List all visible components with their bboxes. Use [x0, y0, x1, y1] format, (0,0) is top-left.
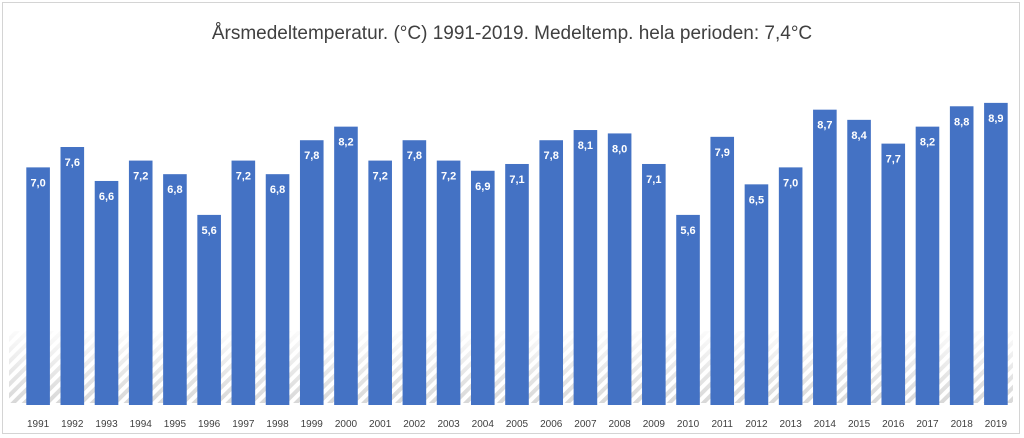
bar-1994: [128, 160, 153, 405]
x-tick-2012: 2012: [745, 419, 768, 430]
x-tick-2004: 2004: [472, 419, 495, 430]
data-label-2005: 7,1: [509, 174, 524, 186]
data-label-2007: 8,1: [578, 140, 593, 152]
data-label-2017: 8,2: [920, 137, 935, 149]
data-label-2019: 8,9: [988, 113, 1003, 125]
data-label-2006: 7,8: [544, 150, 559, 162]
bar-2002: [402, 140, 427, 405]
x-tick-2011: 2011: [711, 419, 733, 430]
x-tick-2010: 2010: [677, 419, 700, 430]
bar-2006: [539, 140, 564, 405]
data-label-2009: 7,1: [646, 174, 661, 186]
data-label-2000: 8,2: [338, 137, 353, 149]
chart: Årsmedeltemperatur. (°C) 1991-2019. Mede…: [9, 23, 1013, 430]
data-label-2015: 8,4: [851, 130, 867, 142]
data-labels: 7,0 7,6 6,6 7,2 6,8 5,6 7,2 6,8 7,8 8,2 7,2 7,8 7,2 6…: [30, 113, 1003, 237]
bar-2015: [847, 119, 871, 405]
bar-2017: [915, 126, 940, 405]
bar-1996: [197, 214, 221, 405]
bar-2003: [436, 160, 461, 405]
x-tick-2007: 2007: [574, 419, 597, 430]
bar-2004: [470, 170, 495, 405]
bar-2012: [744, 184, 769, 405]
x-tick-2002: 2002: [403, 419, 426, 430]
data-label-2003: 7,2: [441, 171, 456, 183]
data-label-1995: 6,8: [167, 184, 182, 196]
x-tick-1999: 1999: [301, 419, 324, 430]
bar-1992: [60, 147, 85, 405]
data-label-2001: 7,2: [373, 171, 388, 183]
bar-1995: [163, 174, 187, 405]
x-tick-1998: 1998: [266, 419, 289, 430]
x-tick-2008: 2008: [608, 419, 631, 430]
data-label-1992: 7,6: [65, 157, 80, 169]
data-label-2011: 7,9: [715, 147, 730, 159]
x-tick-1996: 1996: [198, 419, 221, 430]
x-tick-2003: 2003: [437, 419, 460, 430]
bar-2014: [813, 109, 837, 406]
bar-2001: [368, 160, 392, 405]
x-axis-tick-labels: 1991 1992 1993 1994 1995 1996 1997 1998 1999 2000…: [27, 419, 1007, 430]
bar-2000: [334, 126, 358, 405]
x-tick-2019: 2019: [985, 419, 1008, 430]
x-tick-1997: 1997: [232, 419, 255, 430]
bar-2013: [778, 167, 803, 405]
bar-2010: [676, 214, 700, 405]
data-label-1999: 7,8: [304, 150, 319, 162]
bar-2008: [607, 133, 632, 405]
bar-1998: [265, 174, 290, 405]
data-label-2014: 8,7: [817, 120, 832, 132]
data-label-2002: 7,8: [407, 150, 422, 162]
bar-1999: [299, 140, 324, 405]
bar-2005: [505, 163, 529, 405]
x-tick-2017: 2017: [916, 419, 939, 430]
data-label-2016: 7,7: [886, 154, 901, 166]
bar-2007: [573, 130, 598, 405]
data-label-2010: 5,6: [680, 225, 695, 237]
x-tick-2000: 2000: [335, 419, 358, 430]
x-tick-2005: 2005: [506, 419, 529, 430]
x-tick-2013: 2013: [780, 419, 803, 430]
data-label-1996: 5,6: [201, 225, 216, 237]
bar-1997: [231, 160, 256, 405]
data-label-2012: 6,5: [749, 194, 764, 206]
x-tick-2015: 2015: [848, 419, 871, 430]
data-label-2018: 8,8: [954, 116, 969, 128]
data-label-2013: 7,0: [783, 177, 798, 189]
x-tick-1993: 1993: [95, 419, 118, 430]
data-label-1997: 7,2: [236, 171, 251, 183]
data-label-2008: 8,0: [612, 143, 627, 155]
bar-2019: [984, 102, 1008, 405]
x-tick-1994: 1994: [130, 419, 153, 430]
bar-2011: [710, 136, 735, 405]
x-tick-2001: 2001: [369, 419, 392, 430]
bar-2018: [949, 106, 974, 405]
data-label-2004: 6,9: [475, 181, 490, 193]
data-label-1998: 6,8: [270, 184, 285, 196]
x-tick-2018: 2018: [951, 419, 974, 430]
bar-series: [26, 102, 1008, 406]
x-tick-2009: 2009: [643, 419, 666, 430]
data-label-1994: 7,2: [133, 171, 148, 183]
chart-title: Årsmedeltemperatur. (°C) 1991-2019. Mede…: [212, 23, 812, 44]
bar-1993: [94, 180, 119, 405]
x-tick-2006: 2006: [540, 419, 563, 430]
bar-2016: [881, 143, 906, 405]
x-tick-1991: 1991: [27, 419, 50, 430]
data-label-1993: 6,6: [99, 191, 114, 203]
bar-1991: [26, 167, 50, 405]
x-tick-2014: 2014: [814, 419, 837, 430]
data-label-1991: 7,0: [30, 177, 45, 189]
x-tick-1992: 1992: [61, 419, 84, 430]
x-tick-1995: 1995: [164, 419, 187, 430]
x-tick-2016: 2016: [882, 419, 905, 430]
bar-2009: [642, 163, 666, 405]
